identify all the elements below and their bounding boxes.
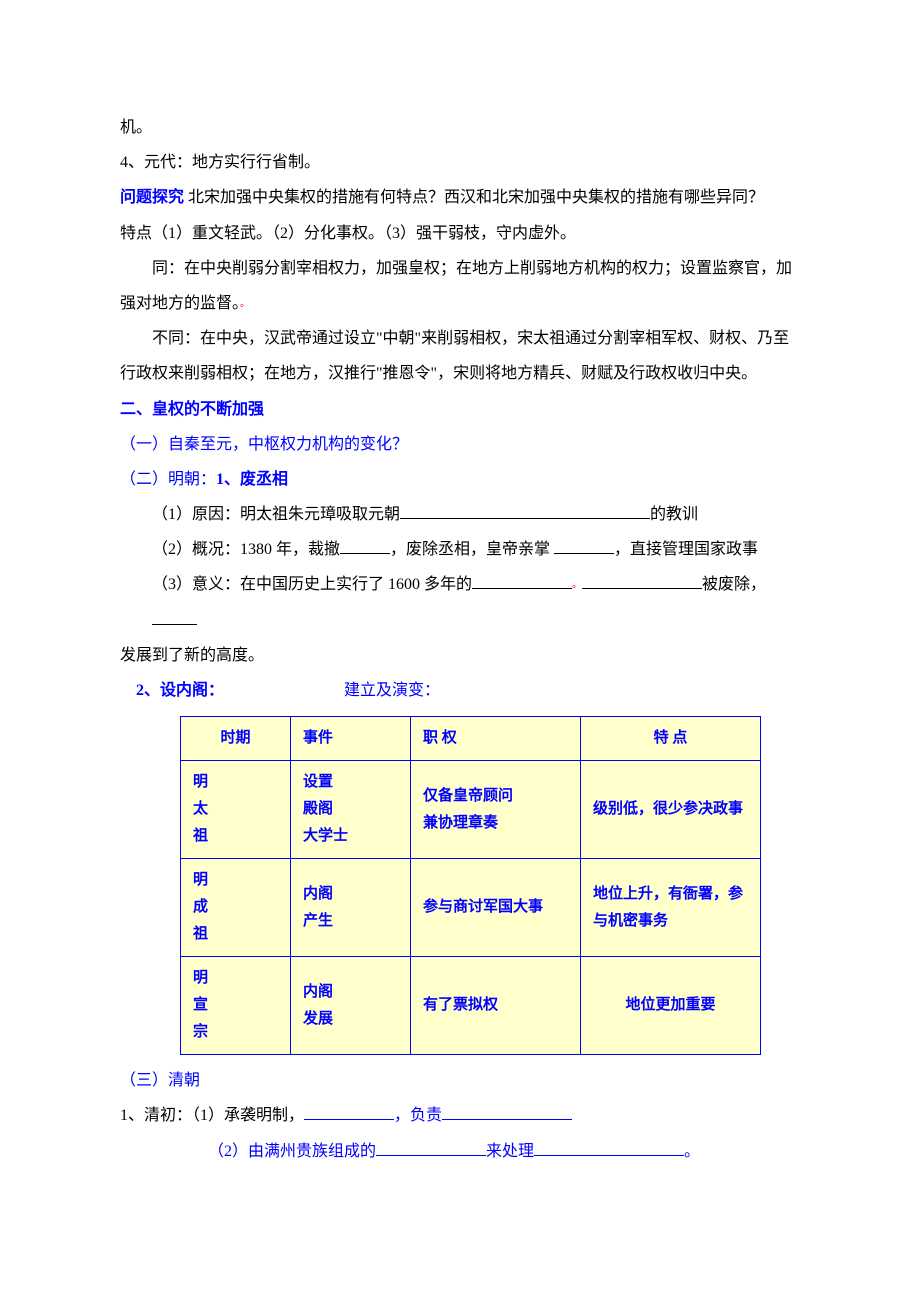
cell-feature-3: 地位更加重要	[581, 957, 761, 1055]
heading-sub1: （一）自秦至元，中枢权力机构的变化？	[120, 427, 800, 462]
cell-period-3: 明宣宗	[181, 957, 291, 1055]
paragraph-yuan: 4、元代：地方实行行省制。	[120, 145, 800, 180]
neige-a: 2、设内阁：	[136, 673, 224, 708]
ming-item3-cont: 发展到了新的高度。	[120, 638, 800, 673]
qing2-c: 。	[684, 1143, 700, 1160]
ming-item3: （3）意义：在中国历史上实行了 1600 多年的 。 被废除，	[120, 567, 800, 637]
cell-period-1: 明太祖	[181, 761, 291, 859]
ming2-c: ，直接管理国家政事	[614, 541, 758, 558]
ming1-a: （1）原因：明太祖朱元璋吸取元朝	[152, 506, 400, 523]
blank-1[interactable]	[400, 518, 650, 519]
qing2-a: （2）由满州贵族组成的	[208, 1143, 376, 1160]
blank-8[interactable]	[376, 1155, 486, 1156]
blank-9[interactable]	[534, 1155, 684, 1156]
cell-event-3: 内阁发展	[291, 957, 411, 1055]
blank-4b[interactable]	[582, 588, 702, 589]
blank-5[interactable]	[152, 624, 197, 625]
qing-item1: 1、清初：（1）承袭明制， ，负责	[120, 1098, 800, 1133]
th-feature: 特 点	[581, 717, 761, 761]
red-marker: 。	[240, 298, 250, 309]
qing1-b: ，负责	[394, 1107, 442, 1124]
paragraph-diff: 不同：在中央，汉武帝通过设立"中朝"来削弱相权，宋太祖通过分割宰相军权、财权、乃…	[120, 321, 800, 391]
paragraph-feature: 特点（1）重文轻武。（2）分化事权。（3）强干弱枝，守内虚外。	[120, 216, 800, 251]
cell-feature-2: 地位上升，有衙署，参与机密事务	[581, 859, 761, 957]
ming2-a: （2）概况：1380 年，裁撤	[152, 541, 340, 558]
ming-item1: （1）原因：明太祖朱元璋吸取元朝 的教训	[120, 497, 800, 532]
same-text: 同：在中央削弱分割宰相权力，加强皇权；在地方上削弱地方机构的权力；设置监察官，加…	[120, 260, 792, 312]
paragraph-same: 同：在中央削弱分割宰相权力，加强皇权；在地方上削弱地方机构的权力；设置监察官，加…	[120, 251, 800, 321]
blank-7[interactable]	[442, 1119, 572, 1120]
table-row: 明宣宗 内阁发展 有了票拟权 地位更加重要	[181, 957, 761, 1055]
th-period: 时期	[181, 717, 291, 761]
ming2-b: ，废除丞相，皇帝亲掌	[390, 541, 554, 558]
cell-feature-1: 级别低，很少参决政事	[581, 761, 761, 859]
blank-2[interactable]	[340, 553, 390, 554]
question-label: 问题探究	[120, 189, 184, 206]
paragraph-question: 问题探究 北宋加强中央集权的措施有何特点？西汉和北宋加强中央集权的措施有哪些异同…	[120, 180, 800, 215]
neige-b: 建立及演变：	[344, 682, 440, 699]
qing1-a: 1、清初：（1）承袭明制，	[120, 1107, 304, 1124]
heading-sub2: （二）明朝：1、废丞相	[120, 462, 800, 497]
blank-3[interactable]	[554, 553, 614, 554]
ming-item2: （2）概况：1380 年，裁撤 ，废除丞相，皇帝亲掌 ，直接管理国家政事	[120, 532, 800, 567]
table-header-row: 时期 事件 职 权 特 点	[181, 717, 761, 761]
cell-period-2: 明成祖	[181, 859, 291, 957]
cell-event-1: 设置殿阁大学士	[291, 761, 411, 859]
sub2-text-b: 1、废丞相	[216, 471, 288, 488]
cell-power-1: 仅备皇帝顾问兼协理章奏	[411, 761, 581, 859]
paragraph-fragment: 机。	[120, 110, 800, 145]
qing2-b: 来处理	[486, 1143, 534, 1160]
red-marker-2: 。	[572, 580, 582, 591]
question-text: 北宋加强中央集权的措施有何特点？西汉和北宋加强中央集权的措施有哪些异同？	[184, 189, 764, 206]
heading-neige: 2、设内阁： 建立及演变：	[120, 673, 800, 708]
blank-6[interactable]	[304, 1119, 394, 1120]
sub2-text-a: （二）明朝：	[120, 471, 216, 488]
ming3-b: 被废除，	[702, 576, 766, 593]
cell-power-2: 参与商讨军国大事	[411, 859, 581, 957]
ming3-a: （3）意义：在中国历史上实行了 1600 多年的	[152, 576, 472, 593]
cell-event-2: 内阁产生	[291, 859, 411, 957]
blank-4[interactable]	[472, 588, 572, 589]
cabinet-table: 时期 事件 职 权 特 点 明太祖 设置殿阁大学士 仅备皇帝顾问兼协理章奏 级别…	[180, 716, 761, 1055]
ming1-b: 的教训	[650, 506, 698, 523]
cell-power-3: 有了票拟权	[411, 957, 581, 1055]
table-row: 明成祖 内阁产生 参与商讨军国大事 地位上升，有衙署，参与机密事务	[181, 859, 761, 957]
heading-section2: 二、皇权的不断加强	[120, 392, 800, 427]
sub1-text: （一）自秦至元，中枢权力机构的变化？	[120, 436, 408, 453]
th-event: 事件	[291, 717, 411, 761]
th-power: 职 权	[411, 717, 581, 761]
table-row: 明太祖 设置殿阁大学士 仅备皇帝顾问兼协理章奏 级别低，很少参决政事	[181, 761, 761, 859]
heading-qing: （三）清朝	[120, 1063, 800, 1098]
qing-item2: （2）由满州贵族组成的 来处理 。	[120, 1134, 800, 1169]
